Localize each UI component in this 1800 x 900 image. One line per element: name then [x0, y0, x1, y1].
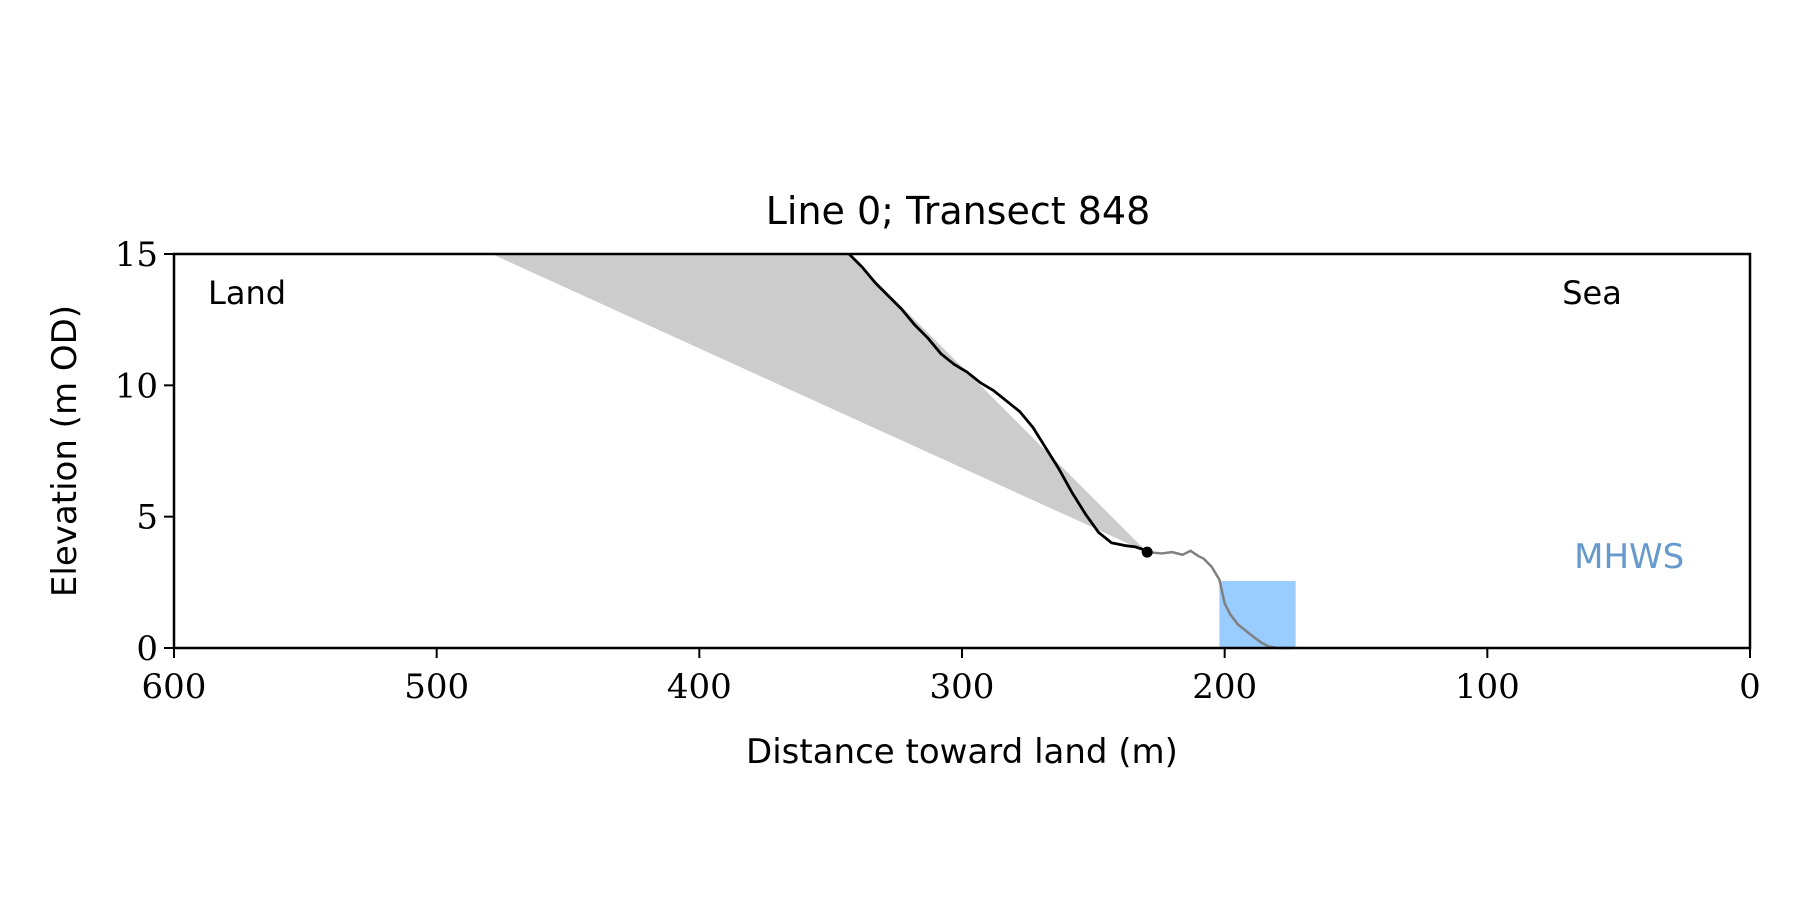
shaded-area — [491, 254, 1148, 553]
x-tick-label: 400 — [667, 667, 732, 707]
cliff-profile-line — [848, 253, 1148, 554]
x-axis-label: Distance toward land (m) — [746, 732, 1178, 772]
chart-title: Line 0; Transect 848 — [766, 189, 1151, 233]
x-tick-label: 500 — [404, 667, 469, 707]
mhws-water-box — [1219, 581, 1296, 648]
land-label: Land — [208, 274, 286, 312]
x-tick-label: 0 — [1739, 667, 1761, 707]
x-tick-label: 300 — [930, 667, 995, 707]
y-tick-label: 10 — [115, 366, 158, 406]
y-tick-label: 15 — [115, 235, 158, 275]
y-tick-label: 0 — [136, 629, 158, 669]
cliff-toe-point — [1141, 546, 1153, 558]
sea-label: Sea — [1562, 274, 1622, 312]
x-tick-label: 200 — [1192, 667, 1257, 707]
x-tick-label: 100 — [1455, 667, 1520, 707]
mhws-label: MHWS — [1574, 537, 1684, 577]
y-tick-label: 5 — [136, 498, 158, 538]
x-tick-label: 600 — [142, 667, 207, 707]
y-axis-label: Elevation (m OD) — [45, 305, 85, 597]
